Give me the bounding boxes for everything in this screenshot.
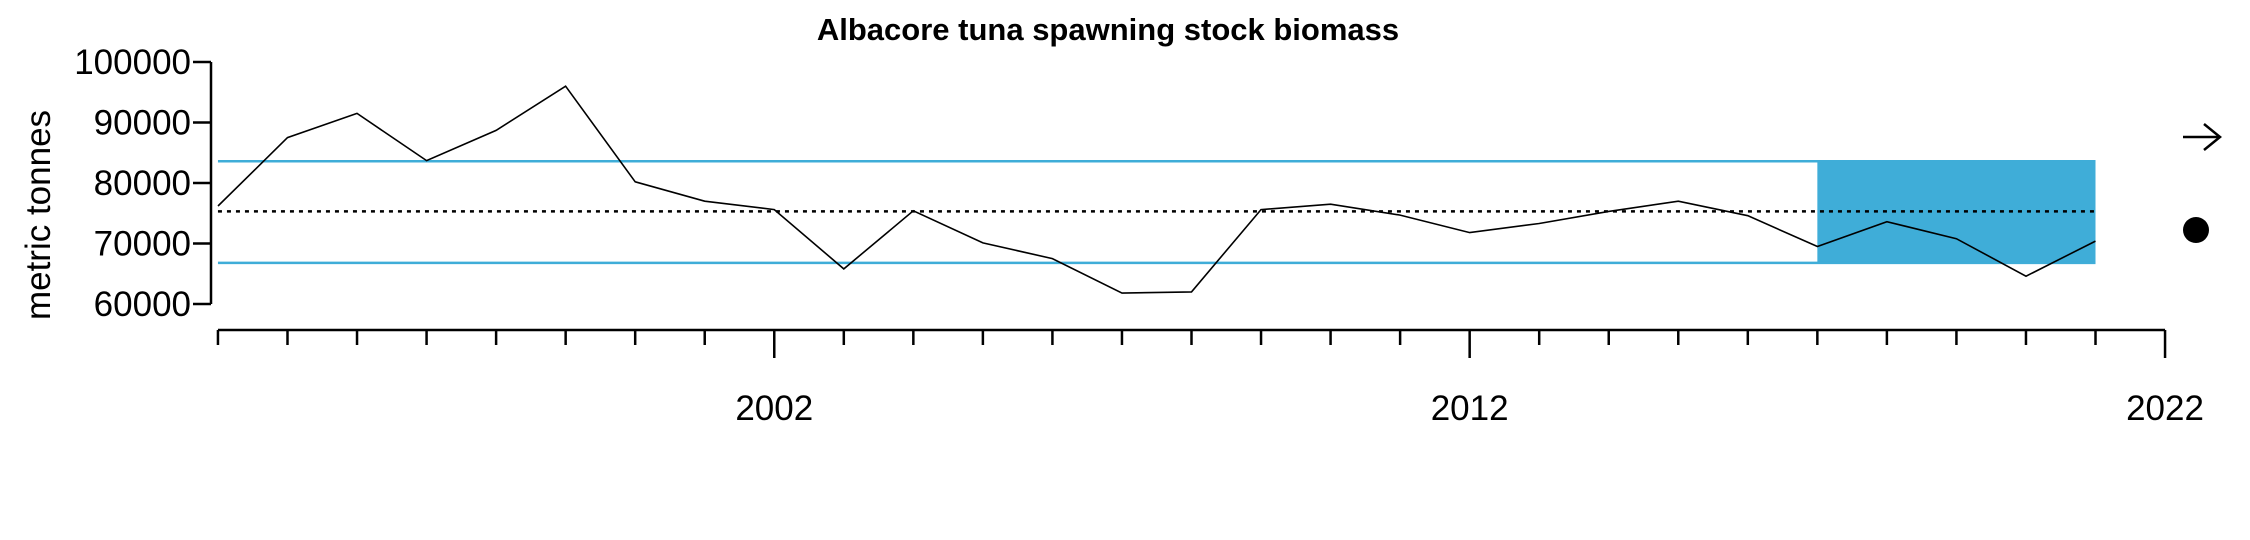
data-point [981, 241, 985, 245]
data-point [1259, 208, 1263, 212]
data-point [216, 204, 220, 208]
data-point [1050, 257, 1054, 261]
y-tick-label: 100000 [74, 43, 191, 82]
data-point [772, 208, 776, 212]
data-point [355, 111, 359, 115]
x-tick-label: 2012 [1431, 389, 1509, 428]
y-tick-label: 70000 [94, 225, 191, 264]
data-point [911, 209, 915, 213]
data-point [425, 159, 429, 163]
data-point [1468, 231, 1472, 235]
data-point [703, 199, 707, 203]
data-point [1885, 220, 1889, 224]
data-point [2024, 274, 2028, 278]
y-tick-label: 80000 [94, 164, 191, 203]
x-tick-label: 2022 [2126, 389, 2204, 428]
y-axis: 60000 70000 80000 90000 100000 [74, 43, 213, 324]
x-tick-label: 2002 [735, 389, 813, 428]
trend-arrow-icon [2183, 123, 2222, 151]
data-point [1746, 214, 1750, 218]
data-point [494, 128, 498, 132]
data-point [2094, 239, 2098, 243]
status-dot-icon [2183, 217, 2209, 243]
y-tick-label: 60000 [94, 285, 191, 324]
data-point [1954, 237, 1958, 241]
data-point [1190, 290, 1194, 294]
data-point [1607, 209, 1611, 213]
y-tick-label: 90000 [94, 104, 191, 143]
series-line [217, 85, 2096, 294]
data-point [1676, 199, 1680, 203]
data-point [1537, 222, 1541, 226]
data-point [1329, 202, 1333, 206]
data-point [1398, 213, 1402, 217]
data-point [633, 180, 637, 184]
data-point [842, 267, 846, 271]
x-axis: 2002 2012 2022 [216, 328, 2204, 428]
data-point [285, 136, 289, 140]
data-point [564, 84, 568, 88]
data-point [1815, 245, 1819, 249]
y-axis-label: metric tonnes [19, 110, 58, 320]
chart-title: Albacore tuna spawning stock biomass [817, 12, 1399, 47]
data-point [1120, 291, 1124, 295]
